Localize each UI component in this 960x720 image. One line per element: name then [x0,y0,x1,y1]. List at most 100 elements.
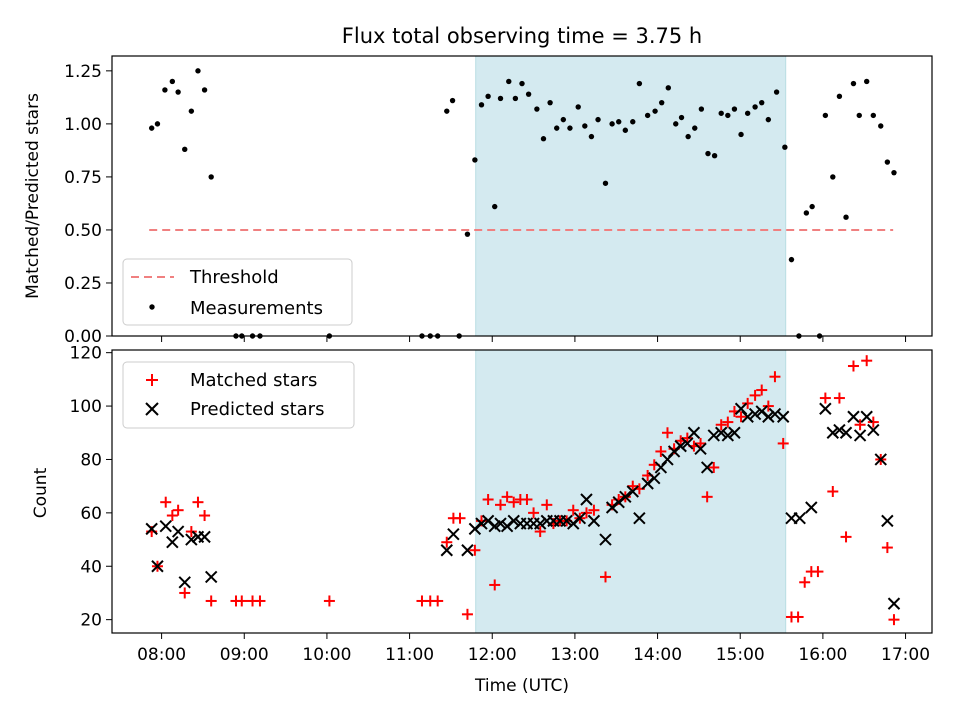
measurement-point [162,87,168,93]
y-tick-label: 80 [80,450,102,470]
measurement-point [705,150,711,157]
matched-star-point [661,427,673,439]
predicted-star-point [762,410,775,423]
predicted-star-point-b [674,439,687,453]
predicted-star-point-b [573,511,587,525]
measurement-point [822,112,829,119]
measurement-point [540,136,547,142]
ratio-panel: 0.00 0.25 0.50 0.75 1.00 1.25 Matched/Predict… [23,55,933,347]
x-tick-label: 10:00 [302,645,351,665]
matched-star-point [799,576,811,588]
measurement-point [534,106,540,112]
y-tick-label: 1.25 [64,62,102,82]
measurement-point [718,110,724,116]
matched-star-point [179,587,191,599]
matched-star-point [172,504,184,516]
predicted-star-point [674,439,687,453]
matched-star-point [655,445,667,457]
measurement-point [878,123,884,129]
measurement-point [595,116,601,123]
measurement-point [506,78,512,85]
x-tick-label: 16:00 [798,645,847,665]
measurements-legend-marker [149,304,155,310]
measurement-point [850,80,857,87]
measurement-point [188,108,195,114]
ratio-y-axis-label: Matched/Predicted stars [23,93,43,299]
measurement-point [519,80,525,87]
x-tick-label: 13:00 [550,645,599,665]
predicted-star-point-b [185,533,198,546]
matched-star-point [489,579,501,591]
predicted-star-point-b [819,402,832,415]
matched-star-point [742,397,754,409]
measurement-point [588,133,595,140]
matched-star-point [701,491,713,503]
measurement-point [658,99,665,106]
predicted-star-point [447,528,460,541]
measurement-point [208,174,214,180]
matched-star-point [695,437,707,449]
predicted-star-point-b [159,520,172,533]
measurement-point [560,116,567,123]
measurement-point [665,85,672,91]
predicted-star-point [687,426,701,439]
matched-star-point [469,544,481,556]
x-tick-label: 11:00 [385,645,434,665]
predicted-star-point [166,536,179,549]
measurement-point [856,112,862,119]
y-tick-label: 60 [80,504,102,524]
predicted-star-point [494,517,507,530]
matched-star-point [847,360,859,372]
measurement-point [622,127,629,133]
predicted-star-point [599,533,612,546]
x-tick-label: 12:00 [468,645,517,665]
predicted-star-point [748,407,762,421]
measurement-point [692,125,698,131]
predicted-star-point-b [171,525,185,538]
matched-star-point [888,614,900,626]
predicted-star-point-b [580,493,593,506]
measurement-point [201,87,208,93]
predicted-star-point [715,426,728,439]
matched-star-point [495,499,507,511]
measurement-point [788,256,795,263]
matched-star-point [580,507,592,519]
matched-star-point [812,566,824,578]
measurement-point [497,95,504,102]
predicted-star-point-b [700,461,714,474]
measurement-point [182,146,188,153]
measurement-point [575,104,581,110]
measurement-point [752,104,758,110]
predicted-star-point-b [881,514,894,528]
y-tick-label: 0.50 [64,221,102,241]
measurement-point [782,144,788,150]
y-tick-label: 0.75 [64,168,102,188]
predicted-star-point [805,501,818,514]
predicted-star-point [475,517,488,530]
predicted-star-point-b [826,426,840,439]
matched-star-point [881,542,893,554]
predicted-star-point-b [860,410,873,423]
measurement-point [148,125,155,131]
measurement-point [616,119,622,125]
matched-star-point [534,526,546,538]
predicted-star-point-b [533,517,547,530]
count-y-axis-label: Count [31,467,51,518]
measurement-point [678,114,685,121]
matched-star-point [792,611,804,623]
measurement-point [738,131,744,138]
matched-star-point [599,571,611,583]
predicted-star-point-b [447,528,460,541]
predicted-star-point-b [694,442,707,455]
predicted-star-point-b [507,514,520,528]
predicted-star-points [145,402,901,610]
predicted-star-point [874,453,887,466]
ratio-plot-frame [111,55,933,337]
predicted-star-point [833,423,846,437]
predicted-star-point [626,485,639,498]
predicted-star-point [853,429,867,442]
measurement-point [673,121,679,127]
measurement-point [725,112,731,119]
predicted-star-point-b [681,437,694,450]
predicted-star-point [198,530,211,544]
